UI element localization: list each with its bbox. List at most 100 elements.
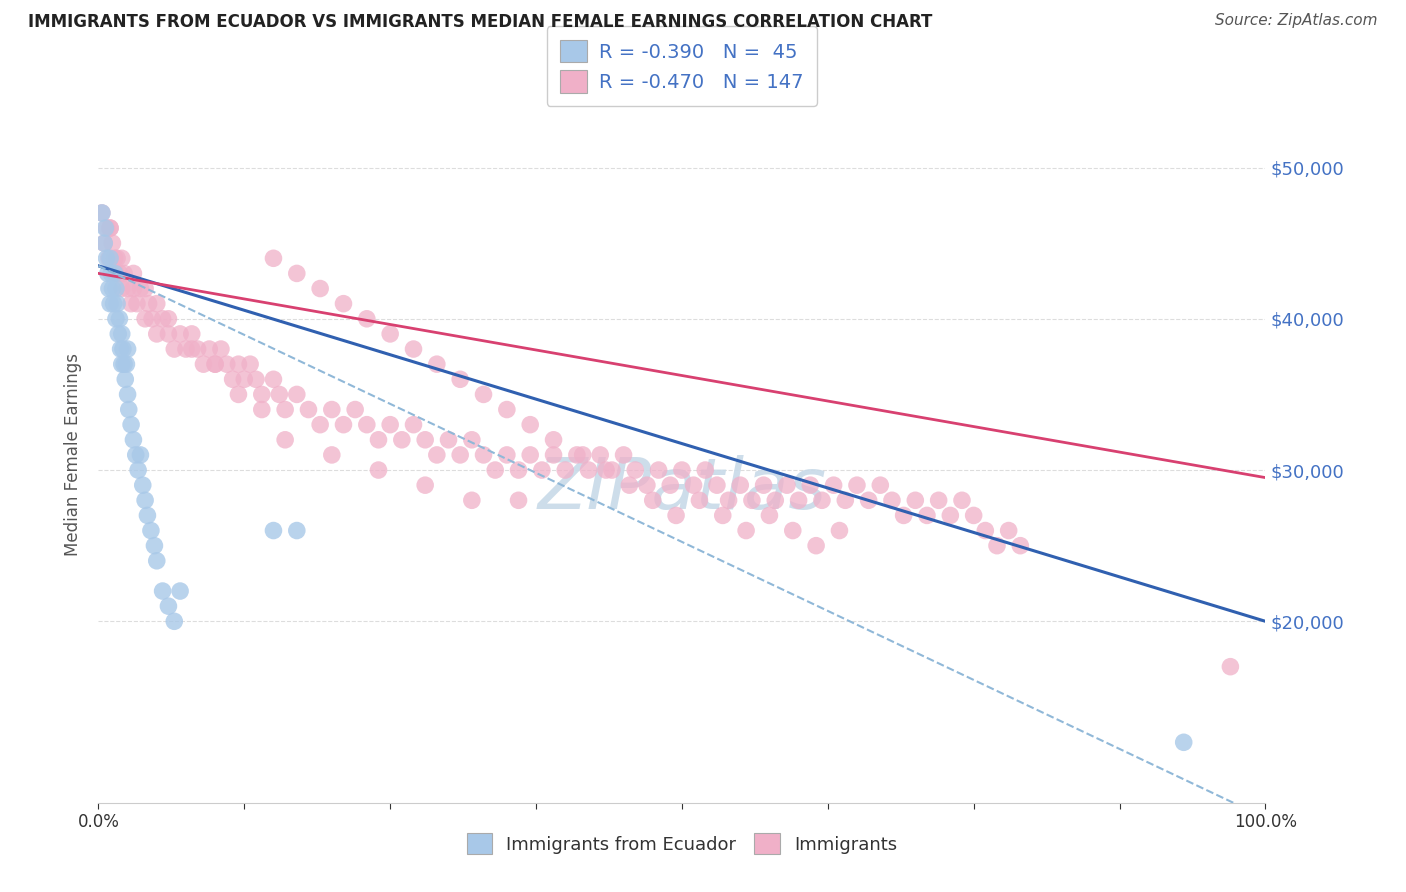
Point — [110, 342, 132, 356]
Point — [120, 417, 142, 432]
Point — [688, 493, 710, 508]
Point — [250, 387, 273, 401]
Point — [426, 357, 449, 371]
Point — [233, 372, 256, 386]
Point — [104, 252, 127, 266]
Point — [828, 524, 851, 538]
Point — [1173, 735, 1195, 749]
Point — [461, 493, 484, 508]
Point — [321, 448, 343, 462]
Point — [309, 281, 332, 295]
Point — [613, 448, 636, 462]
Point — [332, 417, 354, 432]
Point — [134, 281, 156, 295]
Point — [665, 508, 688, 523]
Point — [776, 478, 799, 492]
Point — [93, 236, 115, 251]
Point — [402, 417, 425, 432]
Point — [228, 387, 250, 401]
Point — [103, 296, 125, 310]
Point — [90, 206, 112, 220]
Point — [125, 296, 148, 310]
Point — [98, 221, 121, 235]
Point — [904, 493, 927, 508]
Point — [519, 448, 541, 462]
Point — [799, 478, 821, 492]
Point — [101, 236, 124, 251]
Point — [571, 448, 593, 462]
Point — [146, 296, 169, 310]
Point — [193, 357, 215, 371]
Point — [269, 387, 291, 401]
Point — [297, 402, 319, 417]
Point — [245, 372, 267, 386]
Point — [356, 311, 378, 326]
Point — [104, 311, 127, 326]
Point — [804, 539, 827, 553]
Point — [104, 267, 127, 281]
Point — [367, 463, 389, 477]
Point — [105, 296, 128, 310]
Point — [508, 463, 530, 477]
Point — [111, 342, 134, 356]
Point — [143, 539, 166, 553]
Point — [180, 342, 202, 356]
Point — [98, 252, 121, 266]
Point — [157, 599, 180, 614]
Point — [735, 524, 758, 538]
Point — [209, 342, 232, 356]
Point — [169, 326, 191, 341]
Point — [530, 463, 553, 477]
Point — [134, 311, 156, 326]
Point — [134, 493, 156, 508]
Point — [752, 478, 775, 492]
Point — [274, 433, 297, 447]
Text: ZIPatlas: ZIPatlas — [537, 455, 827, 524]
Point — [858, 493, 880, 508]
Point — [141, 311, 163, 326]
Point — [787, 493, 810, 508]
Point — [115, 357, 138, 371]
Point — [472, 448, 495, 462]
Point — [508, 493, 530, 508]
Point — [104, 281, 127, 295]
Point — [823, 478, 845, 492]
Point — [118, 402, 141, 417]
Point — [641, 493, 664, 508]
Point — [122, 281, 145, 295]
Point — [578, 463, 600, 477]
Point — [146, 326, 169, 341]
Point — [811, 493, 834, 508]
Point — [139, 524, 162, 538]
Point — [96, 252, 118, 266]
Point — [98, 221, 121, 235]
Point — [869, 478, 891, 492]
Point — [122, 433, 145, 447]
Point — [997, 524, 1019, 538]
Point — [472, 387, 495, 401]
Point — [413, 433, 436, 447]
Point — [104, 267, 127, 281]
Point — [484, 463, 506, 477]
Point — [554, 463, 576, 477]
Point — [111, 281, 134, 295]
Point — [717, 493, 740, 508]
Point — [97, 267, 120, 281]
Point — [108, 267, 131, 281]
Point — [595, 463, 617, 477]
Point — [122, 267, 145, 281]
Point — [180, 326, 202, 341]
Point — [344, 402, 367, 417]
Point — [169, 584, 191, 599]
Point — [96, 221, 118, 235]
Point — [380, 326, 402, 341]
Point — [127, 463, 149, 477]
Point — [120, 296, 142, 310]
Point — [112, 357, 135, 371]
Point — [763, 493, 786, 508]
Point — [105, 252, 128, 266]
Point — [380, 417, 402, 432]
Point — [152, 311, 174, 326]
Point — [285, 267, 308, 281]
Point — [262, 524, 284, 538]
